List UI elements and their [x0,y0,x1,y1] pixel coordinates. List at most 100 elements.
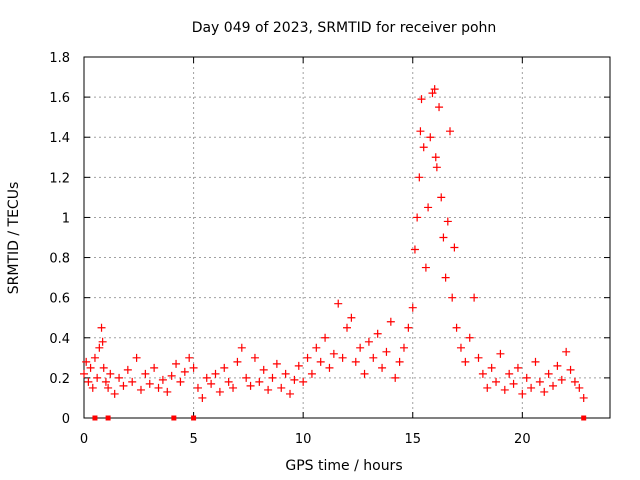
data-point [329,349,338,358]
data-point [443,217,452,226]
data-point [430,85,439,94]
data-point [97,323,106,332]
plot-frame [83,56,611,419]
data-point [321,333,330,342]
data-point [579,393,588,402]
data-point [373,329,382,338]
zero-marker [191,415,197,421]
data-point [544,369,553,378]
data-point [268,373,277,382]
data-point [431,153,440,162]
data-point [378,363,387,372]
data-point [93,373,102,382]
y-tick-label: 0.6 [49,292,70,307]
data-point [435,103,444,112]
data-point [535,377,544,386]
data-point [446,127,455,136]
data-point [496,349,505,358]
data-point [570,377,579,386]
data-point [128,377,137,386]
data-point [220,363,229,372]
y-tick-labels: 0 0.2 0.4 0.6 0.8 1 1.2 1.4 1.6 1.8 [49,51,70,427]
data-point [207,379,216,388]
data-point [360,369,369,378]
data-point [167,371,176,380]
data-point [215,387,224,396]
data-point [145,379,154,388]
data-point [198,393,207,402]
data-point [176,377,185,386]
data-point [338,353,347,362]
data-point [356,343,365,352]
data-point [185,353,194,362]
data-point [557,375,566,384]
data-point [242,373,251,382]
x-tick-labels: 0 5 10 15 20 [80,432,531,447]
data-point [154,383,163,392]
data-point [369,353,378,362]
data-point [259,365,268,374]
zero-marker [171,415,177,421]
data-point [513,363,522,372]
y-tick-label: 0.8 [49,252,70,267]
data-point [343,323,351,332]
data-point [386,317,395,326]
y-tick-label: 1.4 [49,131,70,146]
data-point [233,357,242,366]
data-point [237,343,246,352]
data-point [553,361,562,370]
data-point [417,95,426,104]
data-point [527,383,536,392]
data-point [500,385,509,394]
data-point [211,369,220,378]
data-point [86,363,95,372]
data-point [246,381,255,390]
data-point [424,203,433,212]
data-point [410,245,419,254]
data-point [399,343,408,352]
zero-marker [581,415,587,421]
data-point [110,389,119,398]
y-tick-label: 1.6 [49,91,70,106]
data-point [408,303,417,312]
x-axis-label: GPS time / hours [285,458,402,474]
chart-title: Day 049 of 2023, SRMTID for receiver poh… [192,20,497,36]
data-point [82,357,91,366]
x-tick-label: 0 [80,432,88,447]
data-points [80,85,588,421]
zero-marker [105,415,111,421]
data-point [347,313,356,322]
data-point [575,383,584,392]
data-point [456,343,465,352]
data-point [123,365,132,374]
data-point [84,377,93,386]
data-point [101,377,110,386]
data-point [562,347,571,356]
x-tick-label: 15 [404,432,421,447]
data-point [299,377,308,386]
data-point [441,273,450,282]
data-point [224,377,233,386]
data-point [483,383,492,392]
data-point [99,363,108,372]
data-point [382,347,391,356]
data-point [250,353,259,362]
data-point [255,377,264,386]
data-point [566,365,575,374]
data-point [98,337,107,346]
data-point [325,363,334,372]
data-point [294,361,303,370]
data-point [264,385,273,394]
data-point [540,387,549,396]
data-point [106,369,115,378]
data-point [286,389,295,398]
data-point [272,359,281,368]
y-tick-label: 1.2 [49,171,70,186]
data-point [509,379,518,388]
axis-ticks [83,56,610,419]
data-point [351,357,360,366]
y-tick-label: 0.4 [49,332,70,347]
data-point [334,299,343,308]
data-point [531,357,540,366]
data-point [415,173,424,182]
